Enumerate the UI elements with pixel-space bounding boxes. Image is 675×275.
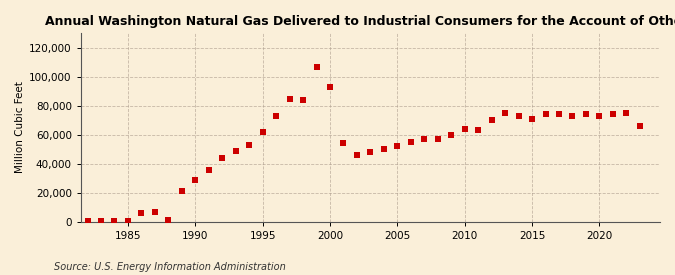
Point (123, 219, 134, 223)
Point (567, 114, 578, 118)
Point (365, 150, 376, 154)
Point (526, 117, 537, 121)
Point (325, 85, 335, 89)
Point (554, 112, 564, 117)
Point (486, 118, 497, 122)
Y-axis label: Million Cubic Feet: Million Cubic Feet (15, 82, 25, 174)
Point (392, 144, 403, 148)
Point (540, 112, 551, 117)
Point (284, 96, 295, 101)
Point (379, 147, 389, 152)
Point (96, 219, 107, 224)
Point (352, 153, 362, 157)
Point (271, 114, 281, 118)
Point (446, 133, 456, 137)
Point (257, 130, 268, 134)
Point (149, 209, 160, 214)
Point (176, 189, 187, 194)
Point (580, 112, 591, 117)
Point (136, 211, 147, 215)
Point (298, 98, 308, 102)
Point (621, 111, 632, 115)
Point (608, 112, 618, 117)
Point (190, 177, 200, 182)
Point (419, 137, 430, 141)
Text: Source: U.S. Energy Information Administration: Source: U.S. Energy Information Administ… (54, 262, 286, 272)
Point (203, 167, 214, 172)
Point (513, 114, 524, 118)
Point (109, 219, 120, 224)
Title: Annual Washington Natural Gas Delivered to Industrial Consumers for the Account : Annual Washington Natural Gas Delivered … (45, 15, 675, 28)
Point (230, 148, 241, 153)
Point (500, 111, 510, 115)
Point (459, 127, 470, 131)
Point (433, 137, 443, 141)
Point (82, 219, 93, 223)
Point (217, 156, 227, 160)
Point (338, 141, 349, 146)
Point (163, 218, 173, 222)
Point (311, 64, 322, 69)
Point (472, 128, 483, 133)
Point (406, 140, 416, 144)
Point (244, 143, 254, 147)
Point (634, 124, 645, 128)
Point (594, 114, 605, 118)
